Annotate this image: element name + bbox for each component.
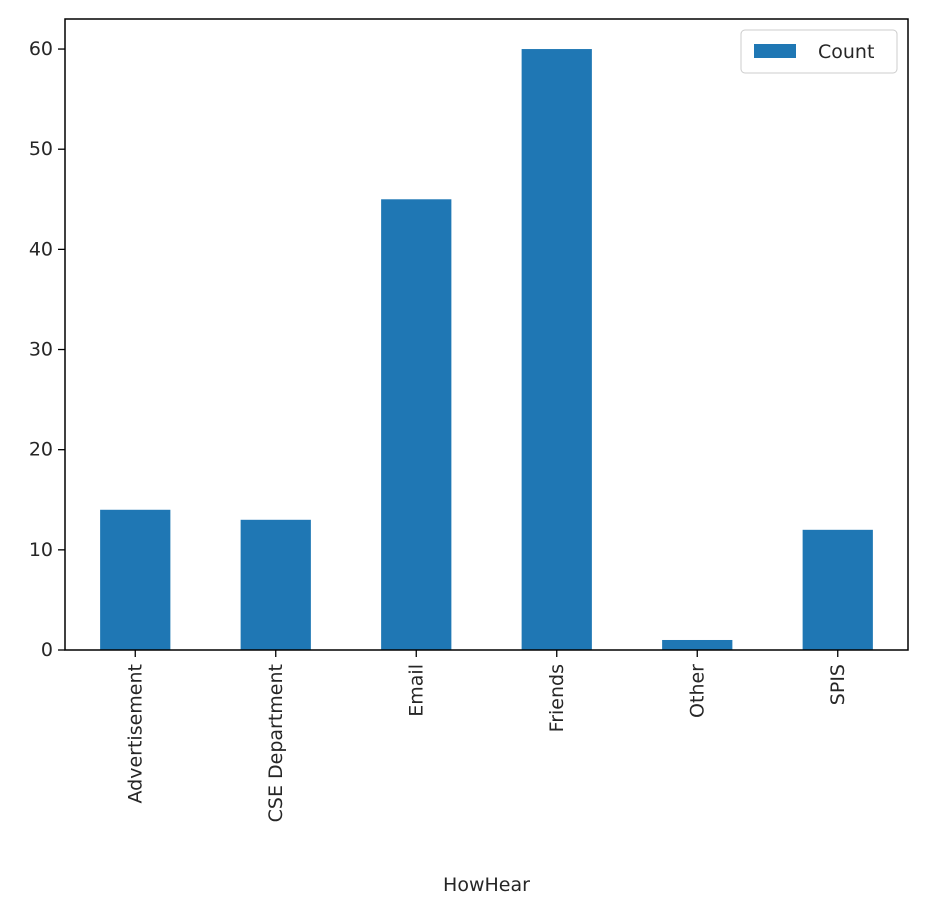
y-tick-label: 20 [29, 439, 53, 461]
bar-other [662, 639, 733, 650]
legend-box [740, 29, 898, 74]
y-tick-label: 10 [29, 539, 53, 561]
y-tick-label: 30 [29, 339, 53, 361]
bars [100, 49, 873, 651]
legend-swatch [754, 44, 796, 58]
bar-spis [802, 529, 873, 650]
x-tick-label: Other [686, 664, 708, 718]
y-tick-label: 60 [29, 38, 53, 60]
y-tick-label: 0 [41, 639, 53, 661]
y-tick-label: 50 [29, 138, 53, 160]
y-axis: 0 10 20 30 40 50 60 [29, 38, 65, 661]
plot-area-frame [64, 18, 909, 651]
bar-advertisement [100, 509, 171, 650]
x-axis: Advertisement CSE Department Email Friends O… [124, 650, 849, 822]
x-tick-label: Friends [546, 664, 568, 732]
x-tick-label: CSE Department [265, 664, 287, 822]
y-tick-label: 40 [29, 238, 53, 260]
legend: Count [740, 29, 898, 74]
x-axis-label: HowHear [443, 874, 530, 896]
x-tick-label: Advertisement [124, 664, 146, 803]
bar-email [381, 199, 452, 651]
bar-friends [521, 49, 592, 651]
x-tick-label: SPIS [827, 664, 849, 705]
bar-cse-department [240, 519, 311, 650]
legend-label: Count [818, 41, 874, 63]
x-tick-label: Email [405, 664, 427, 717]
